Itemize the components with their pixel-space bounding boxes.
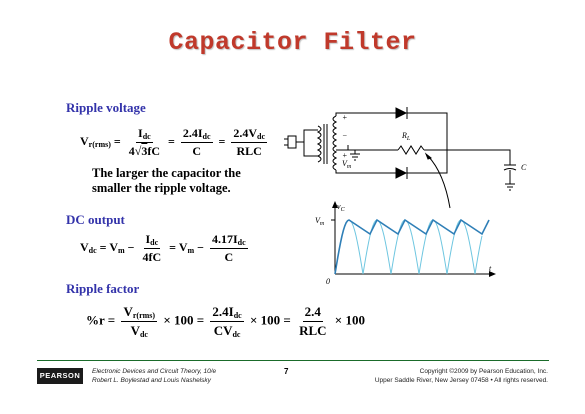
capacitor-voltage-waveform: vC Vm 0 t (315, 201, 496, 286)
diode-top-icon (395, 107, 408, 119)
secondary-winding (332, 115, 338, 171)
plus-label-top: + (342, 113, 347, 122)
primary-winding (316, 125, 322, 163)
vm-symbol: Vm (109, 240, 125, 256)
fraction-4-17idc-over-c: 4.17Idc C (210, 232, 248, 264)
rl-label: RL (401, 131, 411, 142)
rectified-pulse (390, 219, 420, 275)
rectified-pulse (418, 219, 448, 275)
rectified-pulse (474, 235, 483, 275)
pointer-arrow (427, 155, 451, 209)
vdc-symbol: Vdc (80, 240, 97, 256)
time-axis-label: t (489, 264, 492, 273)
minus-label-bottom: − (342, 169, 347, 178)
fraction-2-4vdc-over-rlc: 2.4Vdc RLC (231, 126, 268, 158)
equals-sign: = (218, 134, 226, 149)
rectified-pulses (334, 219, 483, 275)
percent-r-symbol: %r (86, 312, 105, 328)
vc-axis-label: vC (337, 202, 346, 213)
capacitor-label: C (521, 163, 527, 172)
capacitor-note: The larger the capacitor the smaller the… (92, 166, 241, 195)
equals-sign: = (113, 134, 121, 149)
ripple-factor-equation: %r = Vr(rms) Vdc × 100 = 2.4Idc CVdc × 1… (86, 304, 365, 339)
fraction-2-4-over-rlc: 2.4 RLC (299, 304, 327, 338)
page-title: Capacitor Filter (168, 28, 417, 57)
diode-bottom-icon (395, 167, 408, 179)
filter-capacitor-icon (503, 168, 517, 171)
book-citation: Electronic Devices and Circuit Theory, 1… (92, 368, 217, 384)
fraction-idc-over-4fc: Idc 4fC (142, 232, 162, 264)
ripple-voltage-trace (334, 218, 490, 275)
heading-dc-output: DC output (66, 212, 125, 227)
ac-plug-icon (287, 135, 297, 149)
fraction-idc-over-4root3fc: Idc 4√3fC (128, 126, 160, 158)
full-wave-rectifier-circuit: + − + − Vm RL C (284, 107, 527, 209)
load-resistor-icon (397, 145, 425, 155)
fraction-2-4idc-over-cvdc: 2.4Idc CVdc (210, 304, 244, 339)
fraction-2-4idc-over-c: 2.4Idc C (180, 126, 213, 158)
pearson-logo: PEARSON (37, 368, 83, 384)
dc-output-equation: Vdc = Vm − Idc 4fC = Vm − 4.17Idc C (80, 232, 248, 264)
heading-ripple-factor: Ripple factor (66, 281, 140, 296)
ripple-voltage-equation: Vr(rms) = Idc 4√3fC = 2.4Idc C = 2.4Vdc … (80, 126, 270, 159)
minus-label-top: − (342, 131, 347, 140)
copyright-notice: Copyright ©2009 by Pearson Education, In… (374, 368, 548, 384)
vm-symbol: Vm (178, 240, 195, 256)
vm-axis-label: Vm (315, 216, 325, 227)
origin-label: 0 (326, 277, 330, 286)
rectified-pulse (362, 219, 392, 275)
footer-rule (37, 360, 549, 361)
fraction-vr-over-vdc: Vr(rms) Vdc (121, 304, 158, 339)
page-number: 7 (284, 367, 289, 376)
heading-ripple-voltage: Ripple voltage (66, 100, 146, 115)
vr-symbol: Vr(rms) (80, 134, 111, 150)
rectified-pulse (446, 219, 476, 275)
equals-sign: = (168, 134, 175, 149)
plus-label-bottom: + (342, 151, 347, 160)
vm-circuit-label: Vm (342, 159, 352, 170)
